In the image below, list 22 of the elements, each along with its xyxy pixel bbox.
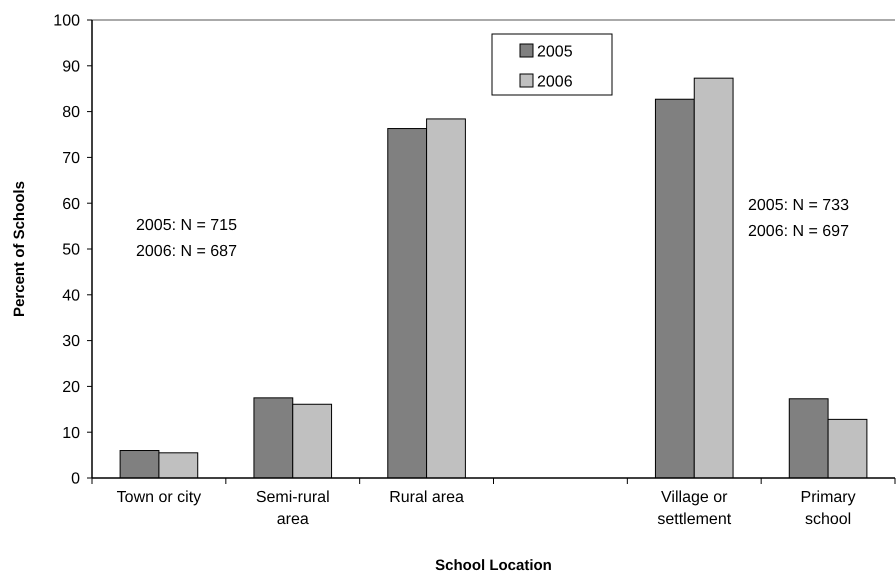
x-axis-title: School Location <box>435 557 552 574</box>
y-tick-label: 100 <box>53 12 80 30</box>
legend-label: 2005 <box>537 44 573 61</box>
annotation: 2005: N = 715 2006: N = 687 <box>136 217 238 260</box>
x-tick-label: Town or city <box>116 489 202 506</box>
x-tick-label: Primary school <box>800 489 856 528</box>
y-tick-label: 10 <box>62 424 80 442</box>
y-tick-label: 20 <box>62 379 80 396</box>
y-tick-label: 30 <box>62 333 80 350</box>
y-axis-title: Percent of Schools <box>11 181 28 317</box>
x-tick-label: Semi-rural area <box>256 489 330 528</box>
y-tick-label: 50 <box>62 242 80 259</box>
x-tick-label: Rural area <box>389 489 464 506</box>
y-tick-label: 80 <box>62 104 80 122</box>
annotation: 2005: N = 733 2006: N = 697 <box>748 197 850 240</box>
y-tick-label: 0 <box>71 470 80 488</box>
legend-label: 2006 <box>537 74 573 91</box>
x-tick-label: Village or settlement <box>657 489 732 528</box>
y-tick-label: 60 <box>62 196 80 213</box>
y-tick-label: 40 <box>62 287 80 304</box>
y-tick-label: 90 <box>62 58 80 76</box>
y-tick-label: 70 <box>62 150 80 167</box>
